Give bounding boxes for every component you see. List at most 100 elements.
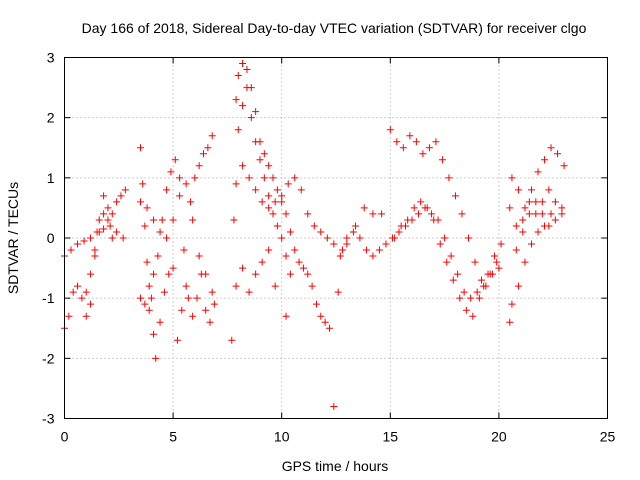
data-point	[178, 306, 186, 314]
data-point	[265, 246, 273, 254]
data-point	[87, 234, 95, 242]
data-point	[206, 318, 214, 326]
data-point	[91, 252, 99, 260]
data-point	[419, 150, 427, 158]
data-point	[308, 282, 316, 290]
data-point	[239, 162, 247, 170]
data-point	[100, 210, 108, 218]
data-point	[282, 312, 290, 320]
data-point	[258, 258, 266, 266]
data-point	[312, 300, 320, 308]
data-point	[271, 198, 279, 206]
data-point	[189, 312, 197, 320]
data-point	[269, 210, 277, 218]
data-point	[87, 270, 95, 278]
data-point	[234, 72, 242, 80]
data-point	[397, 222, 405, 230]
data-point	[304, 210, 312, 218]
data-point	[243, 66, 251, 74]
data-point	[195, 162, 203, 170]
data-point	[147, 294, 155, 302]
data-point	[317, 228, 325, 236]
plot-frame	[64, 57, 608, 419]
data-point	[154, 252, 162, 260]
data-point	[460, 288, 468, 296]
data-point	[360, 204, 368, 212]
data-point	[534, 228, 542, 236]
data-point	[150, 330, 158, 338]
data-point	[265, 192, 273, 200]
data-point	[508, 174, 516, 182]
data-point	[447, 252, 455, 260]
data-point	[167, 168, 175, 176]
data-point	[541, 222, 549, 230]
data-point	[506, 204, 514, 212]
data-point	[145, 282, 153, 290]
data-point	[475, 294, 483, 302]
data-point	[467, 294, 475, 302]
data-point	[317, 312, 325, 320]
data-point	[265, 162, 273, 170]
data-point	[208, 132, 216, 140]
y-tick-label: -2	[42, 350, 55, 366]
data-point	[143, 204, 151, 212]
data-point	[137, 144, 145, 152]
data-point	[451, 192, 459, 200]
data-point	[547, 210, 555, 218]
data-point	[232, 282, 240, 290]
data-point	[430, 216, 438, 224]
data-point	[284, 180, 292, 188]
data-point	[74, 282, 82, 290]
data-point	[260, 150, 268, 158]
data-point	[547, 144, 555, 152]
data-point	[150, 270, 158, 278]
data-point	[406, 132, 414, 140]
series-track-2	[61, 162, 566, 302]
x-tick-labels: 0 5 10 15 20 25	[61, 429, 616, 445]
data-point	[512, 222, 520, 230]
data-point	[560, 162, 568, 170]
data-point	[232, 180, 240, 188]
data-point	[156, 318, 164, 326]
data-point	[150, 216, 158, 224]
data-point	[532, 210, 540, 218]
data-point	[538, 198, 546, 206]
data-point	[67, 246, 75, 254]
x-axis-label: GPS time / hours	[282, 458, 389, 474]
data-point	[245, 288, 253, 296]
data-point	[228, 336, 236, 344]
data-point	[521, 258, 529, 266]
data-point	[258, 198, 266, 206]
data-point	[512, 246, 520, 254]
data-point	[478, 276, 486, 284]
data-point	[193, 294, 201, 302]
data-point	[415, 210, 423, 218]
series-track-5	[82, 84, 555, 326]
data-point	[69, 288, 77, 296]
data-point	[369, 210, 377, 218]
data-point	[506, 318, 514, 326]
data-point	[471, 258, 479, 266]
data-point	[325, 324, 333, 332]
data-point	[404, 216, 412, 224]
data-point	[117, 192, 125, 200]
data-point	[454, 270, 462, 278]
data-point	[269, 174, 277, 182]
data-point	[191, 174, 199, 182]
data-point	[323, 234, 331, 242]
data-point	[232, 96, 240, 104]
data-point	[260, 174, 268, 182]
data-point	[417, 198, 425, 206]
data-point	[432, 138, 440, 146]
data-point	[286, 228, 294, 236]
data-point	[295, 258, 303, 266]
data-point	[247, 114, 255, 122]
data-point	[252, 108, 260, 116]
data-point	[527, 186, 535, 194]
data-point	[551, 216, 559, 224]
data-point	[208, 288, 216, 296]
data-point	[113, 198, 121, 206]
data-point	[245, 174, 253, 182]
data-point	[297, 186, 305, 194]
